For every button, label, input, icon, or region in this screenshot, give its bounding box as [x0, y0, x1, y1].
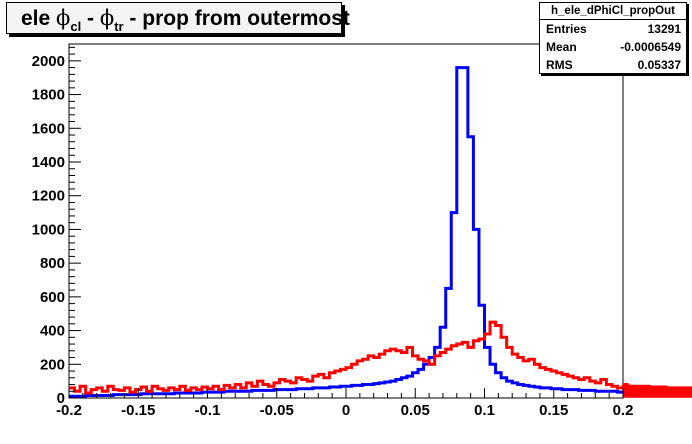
stats-value: 0.05337 [637, 58, 681, 72]
y-tick-label: 2000 [32, 53, 65, 70]
y-tick-label: 800 [40, 255, 65, 272]
y-tick-label: 1200 [32, 188, 65, 205]
stats-row-mean: Mean -0.0006549 [540, 38, 686, 56]
title-prefix: ele [21, 7, 57, 30]
x-tick-label: -0.1 [195, 402, 221, 419]
x-tick-label: -0.15 [121, 402, 155, 419]
stats-label: Entries [546, 22, 587, 36]
y-tick-label: 0 [57, 390, 65, 407]
stats-row-rms: RMS 0.05337 [540, 56, 686, 74]
title-subscript-cl: cl [70, 19, 82, 34]
x-tick-label: -0.2 [56, 402, 82, 419]
stats-box: h_ele_dPhiCl_propOut Entries 13291 Mean … [539, 2, 687, 74]
y-tick-label: 1800 [32, 87, 65, 104]
phi-symbol: ϕ [99, 6, 115, 30]
x-tick-label: 0.15 [539, 402, 568, 419]
y-tick-label: 1400 [32, 154, 65, 171]
x-tick-label: 0.2 [613, 402, 634, 419]
stats-title: h_ele_dPhiCl_propOut [540, 3, 686, 20]
title-subscript-tr: tr [114, 19, 124, 34]
x-tick-label: -0.05 [260, 402, 294, 419]
stats-label: Mean [546, 40, 577, 54]
histogram-series-2 [69, 320, 692, 398]
stats-row-entries: Entries 13291 [540, 20, 686, 38]
x-tick-label: 0.05 [401, 402, 430, 419]
series-layer [69, 66, 692, 398]
phi-symbol: ϕ [56, 6, 71, 30]
histogram-series-1 [69, 66, 692, 398]
x-tick-label: 0 [342, 402, 350, 419]
y-tick-label: 200 [40, 356, 65, 373]
y-tick-label: 1600 [32, 120, 65, 137]
stats-value: -0.0006549 [620, 40, 681, 54]
stats-value: 13291 [647, 22, 681, 36]
y-tick-label: 400 [40, 323, 65, 340]
y-tick-label: 1000 [32, 221, 65, 238]
title-box: ele ϕcl - ϕtr - prop from outermost [6, 2, 350, 34]
title-suffix: - prop from outermost [123, 7, 350, 30]
y-tick-label: 600 [40, 289, 65, 306]
x-tick-label: 0.1 [474, 402, 495, 419]
chart-title: ele ϕcl - ϕtr - prop from outermost [21, 6, 350, 34]
axes: -0.2 -0.15 -0.1 -0.05 0 0.05 0.1 0.15 0.2 0 200 400… [32, 46, 634, 419]
stats-label: RMS [546, 58, 573, 72]
plot-frame [68, 43, 624, 399]
title-minus: - [81, 7, 100, 30]
